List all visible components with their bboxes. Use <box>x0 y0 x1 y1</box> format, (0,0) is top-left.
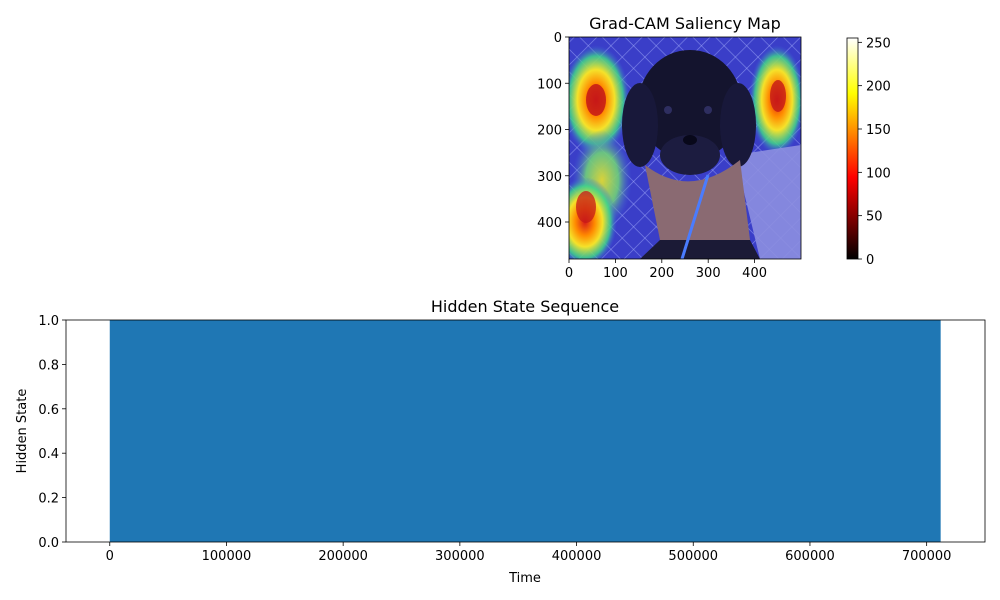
saliency-image <box>569 37 801 259</box>
saliency-y-tick-label: 100 <box>537 77 562 92</box>
hidden-state-x-tick-label: 600000 <box>785 549 835 564</box>
saliency-y-tick-label: 0 <box>554 31 562 46</box>
hidden-state-x-tick-label: 400000 <box>552 549 602 564</box>
hidden-state-ylabel: Hidden State <box>15 389 30 474</box>
colorbar-gradient <box>846 37 859 260</box>
saliency-x-tick-label: 200 <box>649 266 674 281</box>
colorbar-tick-label: 50 <box>866 210 883 225</box>
colorbar: 0 50 100 150 200 250 <box>846 36 891 268</box>
hidden-state-y-tick-label: 0.2 <box>38 492 59 507</box>
hidden-state-y-tick-label: 0.4 <box>38 447 59 462</box>
colorbar-tick-label: 150 <box>866 123 891 138</box>
hidden-state-x-tick-label: 0 <box>106 549 114 564</box>
saliency-x-axis: 0 100 200 300 400 <box>565 259 767 281</box>
hidden-state-panel: Hidden State Sequence 0 100000 200000 30000… <box>15 297 986 586</box>
saliency-title: Grad-CAM Saliency Map <box>589 14 781 33</box>
colorbar-tick-label: 0 <box>866 253 874 268</box>
saliency-panel: Grad-CAM Saliency Map <box>537 14 891 281</box>
colorbar-axis: 0 50 100 150 200 250 <box>858 36 891 268</box>
puppy-image-content <box>622 50 760 259</box>
hidden-state-x-tick-label: 100000 <box>202 549 252 564</box>
saliency-y-tick-label: 300 <box>537 170 562 185</box>
hidden-state-x-tick-label: 200000 <box>318 549 368 564</box>
saliency-x-tick-label: 300 <box>696 266 721 281</box>
colorbar-tick-label: 100 <box>866 166 891 181</box>
saliency-x-tick-label: 400 <box>742 266 767 281</box>
hidden-state-y-tick-label: 0.0 <box>38 536 59 551</box>
hidden-state-y-tick-label: 0.8 <box>38 358 59 373</box>
hidden-state-x-tick-label: 300000 <box>435 549 485 564</box>
saliency-y-axis: 0 100 200 300 400 <box>537 31 569 231</box>
hidden-state-title: Hidden State Sequence <box>431 297 619 316</box>
hidden-state-y-axis: 0.0 0.2 0.4 0.6 0.8 1.0 <box>38 314 66 551</box>
saliency-y-tick-label: 400 <box>537 216 562 231</box>
saliency-y-tick-label: 200 <box>537 124 562 139</box>
colorbar-tick-label: 250 <box>866 36 891 51</box>
hidden-state-y-tick-label: 1.0 <box>38 314 59 329</box>
hidden-state-x-tick-label: 500000 <box>668 549 718 564</box>
hidden-state-x-tick-label: 700000 <box>902 549 952 564</box>
saliency-x-tick-label: 0 <box>565 266 573 281</box>
hidden-state-bar <box>109 320 941 542</box>
hidden-state-xlabel: Time <box>508 571 541 586</box>
saliency-x-tick-label: 100 <box>603 266 628 281</box>
colorbar-tick-label: 200 <box>866 80 891 95</box>
hidden-state-y-tick-label: 0.6 <box>38 403 59 418</box>
hidden-state-x-axis: 0 100000 200000 300000 400000 500000 600000 700… <box>106 542 952 564</box>
